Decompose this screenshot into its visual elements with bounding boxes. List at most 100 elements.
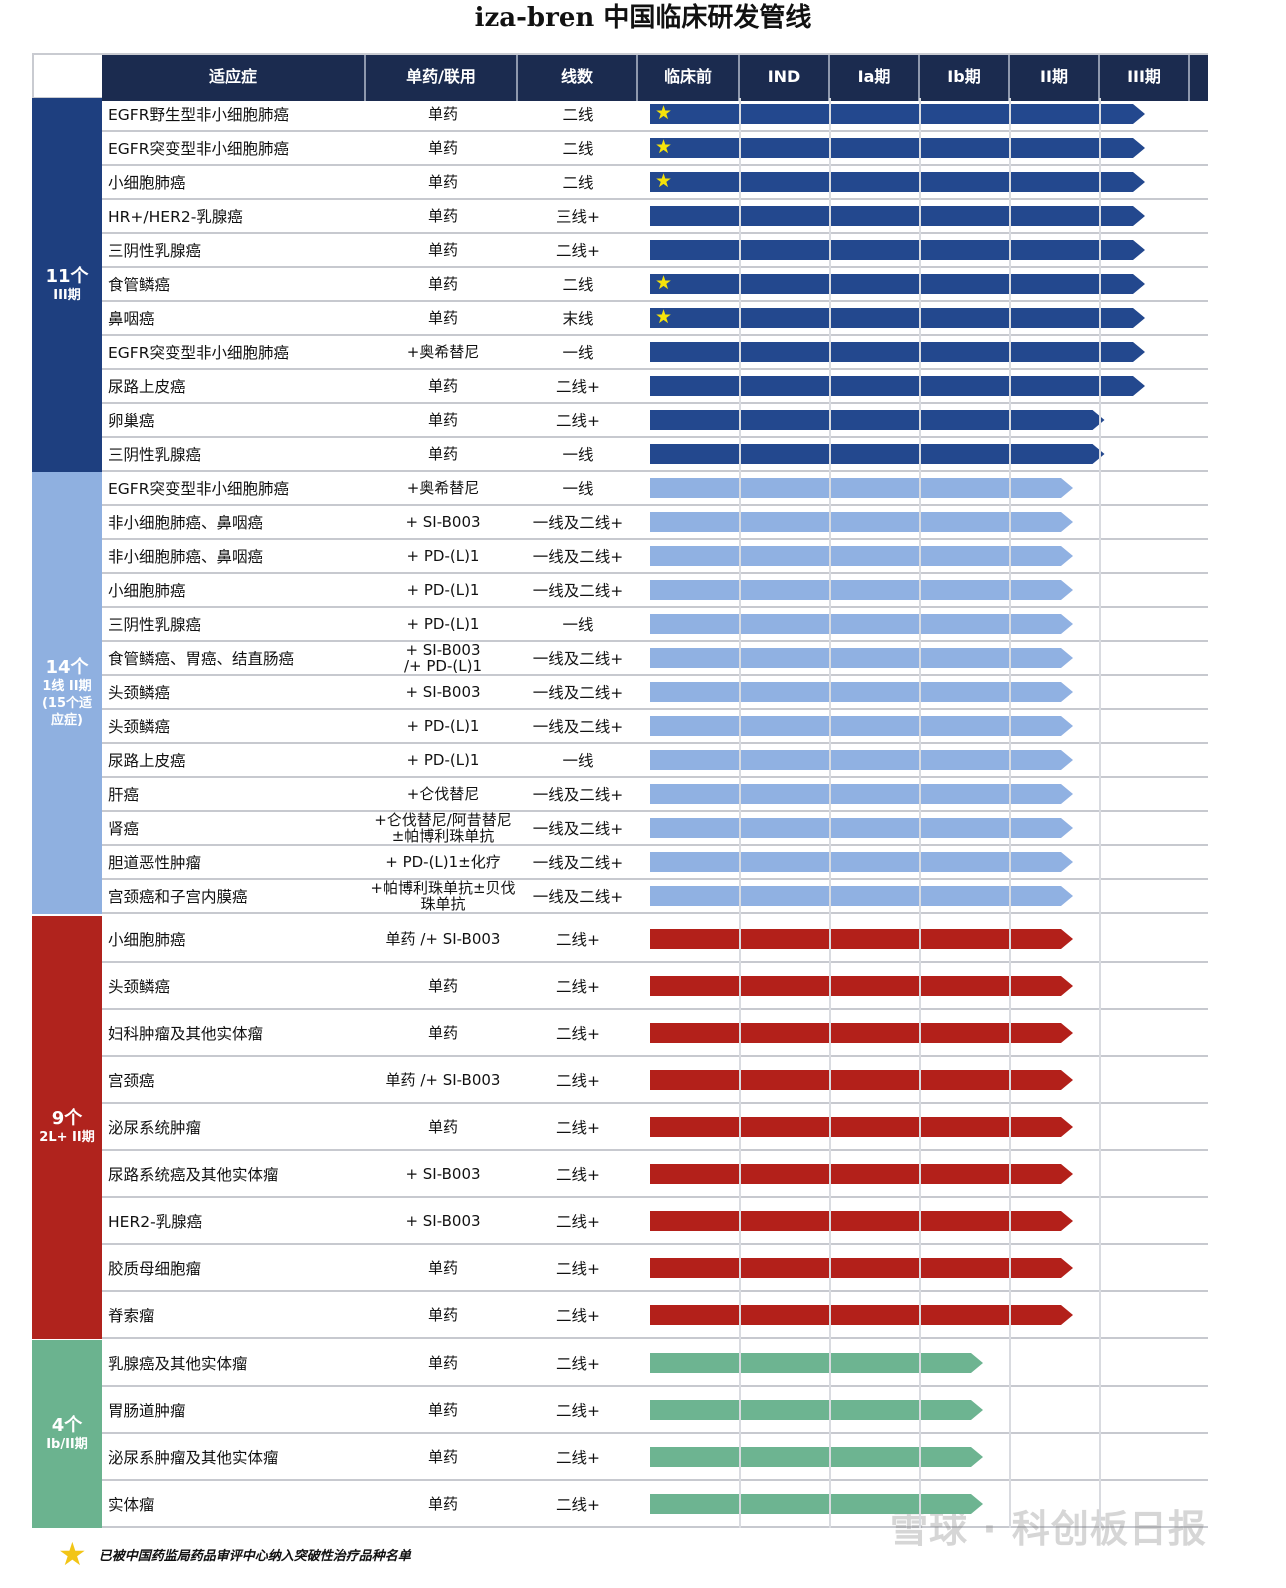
table-row: 头颈鳞癌 + PD-(L)1 一线及二线+	[102, 710, 1208, 744]
progress-bar	[650, 1069, 1073, 1090]
progress-arrow	[650, 1304, 1073, 1325]
line-cell: 二线+	[556, 1024, 600, 1043]
regimen-cell: 单药	[427, 139, 458, 157]
progress-arrow	[650, 172, 1145, 192]
progress-arrow	[650, 376, 1145, 396]
line-cell: 二线+	[556, 1212, 600, 1231]
regimen-cell: 单药	[427, 1447, 458, 1466]
regimen-cell: 单药	[427, 377, 458, 395]
table-row: 小细胞肺癌 单药 二线	[102, 166, 1208, 200]
indication-cell: 宫颈癌和子宫内膜癌	[108, 888, 248, 906]
progress-arrow	[650, 1022, 1073, 1043]
group-count: 9个	[51, 1108, 83, 1129]
progress-arrow	[650, 784, 1073, 804]
header-indication: 适应症	[102, 55, 366, 101]
table-row: 泌尿系肿瘤及其他实体瘤 单药 二线+	[102, 1434, 1208, 1481]
indication-cell: 非小细胞肺癌、鼻咽癌	[108, 514, 264, 532]
progress-bar	[650, 784, 1073, 804]
indication-cell: 妇科肿瘤及其他实体瘤	[108, 1024, 264, 1043]
indication-cell: 三阴性乳腺癌	[108, 446, 202, 464]
table-row: 泌尿系统肿瘤 单药 二线+	[102, 1104, 1208, 1151]
indication-cell: 脊索瘤	[108, 1306, 155, 1325]
star-icon: ★	[58, 1535, 87, 1573]
star-icon: ★	[655, 102, 673, 124]
indication-cell: EGFR突变型非小细胞肺癌	[108, 140, 289, 158]
table-row: EGFR突变型非小细胞肺癌 单药 二线	[102, 132, 1208, 166]
indication-cell: 泌尿系统肿瘤	[108, 1118, 202, 1137]
indication-cell: 小细胞肺癌	[108, 174, 186, 192]
indication-cell: 非小细胞肺癌、鼻咽癌	[108, 548, 264, 566]
progress-bar	[650, 716, 1073, 736]
table-row: 乳腺癌及其他实体瘤 单药 二线+	[102, 1340, 1208, 1387]
group-phase: 2L+ II期	[39, 1130, 95, 1145]
progress-bar	[650, 172, 1145, 192]
table-row: 脊索瘤 单药 二线+	[102, 1292, 1208, 1339]
line-cell: 二线	[562, 276, 594, 294]
regimen-cell: +仑伐替尼/阿昔替尼 ±帕博利珠单抗	[374, 811, 512, 845]
indication-cell: 鼻咽癌	[108, 310, 155, 328]
indication-cell: 实体瘤	[108, 1495, 155, 1514]
table-row: 小细胞肺癌 单药 /+ SI-B003 二线+	[102, 916, 1208, 963]
line-cell: 二线+	[556, 378, 600, 396]
progress-arrow	[650, 886, 1073, 906]
indication-cell: EGFR突变型非小细胞肺癌	[108, 480, 289, 498]
line-cell: 二线	[562, 106, 594, 124]
regimen-cell: +帕博利珠单抗±贝伐 珠单抗	[370, 879, 516, 913]
table-row: 尿路上皮癌 + PD-(L)1 一线	[102, 744, 1208, 778]
progress-arrow	[650, 1352, 983, 1373]
indication-cell: 三阴性乳腺癌	[108, 242, 202, 260]
progress-arrow	[650, 1399, 983, 1420]
header-line: 线数	[518, 55, 638, 101]
indication-cell: 卵巢癌	[108, 412, 155, 430]
table-row: 尿路系统癌及其他实体瘤 + SI-B003 二线+	[102, 1151, 1208, 1198]
stage-divider	[1009, 98, 1011, 1528]
table-row: 鼻咽癌 单药 末线	[102, 302, 1208, 336]
regimen-cell: + SI-B003 /+ PD-(L)1	[403, 641, 482, 675]
line-cell: 一线及二线+	[532, 582, 624, 600]
regimen-cell: + PD-(L)1±化疗	[385, 853, 501, 871]
indication-cell: 乳腺癌及其他实体瘤	[108, 1354, 248, 1373]
legend: ★ 已被中国药监局药品审评中心纳入突破性治疗品种名单	[58, 1535, 411, 1573]
progress-arrow	[650, 928, 1073, 949]
table-row: 尿路上皮癌 单药 二线+	[102, 370, 1208, 404]
progress-bar	[650, 886, 1073, 906]
regimen-cell: + SI-B003	[405, 683, 481, 701]
progress-arrow	[650, 104, 1145, 124]
regimen-cell: 单药	[427, 445, 458, 463]
progress-bar	[650, 1116, 1073, 1137]
regimen-cell: 单药	[427, 1023, 458, 1042]
indication-cell: 食管鳞癌、胃癌、结直肠癌	[108, 650, 295, 668]
line-cell: 一线	[562, 480, 594, 498]
regimen-cell: 单药	[427, 309, 458, 327]
table-row: 卵巢癌 单药 二线+	[102, 404, 1208, 438]
indication-cell: 头颈鳞癌	[108, 718, 171, 736]
progress-arrow	[650, 410, 1105, 430]
table-row: 胶质母细胞瘤 单药 二线+	[102, 1245, 1208, 1292]
line-cell: 一线及二线+	[532, 718, 624, 736]
progress-bar	[650, 1304, 1073, 1325]
line-cell: 二线+	[556, 1306, 600, 1325]
progress-bar	[650, 1163, 1073, 1184]
progress-bar	[650, 1446, 983, 1467]
group-label-2: 9个 2L+ II期	[32, 916, 102, 1339]
indication-cell: HR+/HER2-乳腺癌	[108, 208, 243, 226]
line-cell: 一线	[562, 752, 594, 770]
indication-cell: 小细胞肺癌	[108, 582, 186, 600]
progress-arrow	[650, 852, 1073, 872]
group-phase: Ib/II期	[46, 1436, 88, 1452]
regimen-cell: 单药	[427, 1258, 458, 1277]
progress-bar	[650, 546, 1073, 566]
indication-cell: 三阴性乳腺癌	[108, 616, 202, 634]
progress-arrow	[650, 1257, 1073, 1278]
line-cell: 一线及二线+	[532, 786, 624, 804]
header-stage-3: Ib期	[920, 55, 1010, 101]
progress-bar	[650, 1210, 1073, 1231]
regimen-cell: 单药	[427, 207, 458, 225]
regimen-cell: 单药	[427, 1494, 458, 1513]
stage-divider	[739, 98, 741, 1528]
table-row: 肝癌 +仑伐替尼 一线及二线+	[102, 778, 1208, 812]
regimen-cell: 单药	[427, 1305, 458, 1324]
progress-arrow	[650, 1163, 1073, 1184]
regimen-cell: + PD-(L)1	[406, 547, 480, 565]
table-row: 妇科肿瘤及其他实体瘤 单药 二线+	[102, 1010, 1208, 1057]
